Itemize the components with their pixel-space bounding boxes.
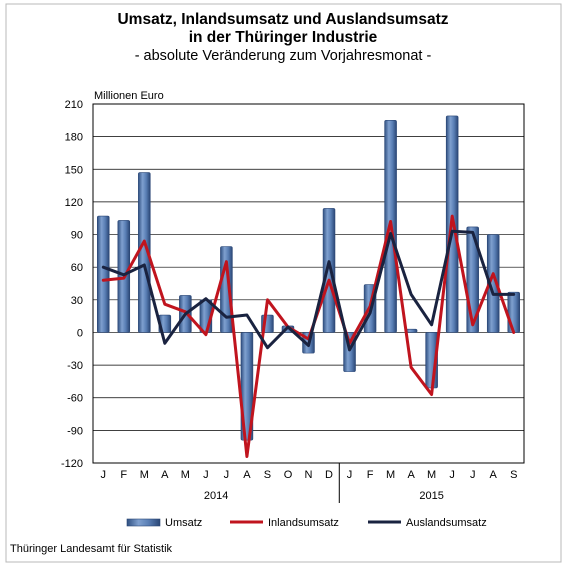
- year-label: 2015: [419, 490, 443, 502]
- y-tick-label: -90: [67, 425, 83, 437]
- line-series: [101, 214, 516, 458]
- x-tick-label: N: [305, 469, 313, 481]
- x-tick-label: F: [367, 469, 374, 481]
- legend-label-auslandsumsatz: Auslandsumsatz: [406, 517, 487, 529]
- year-label: 2014: [204, 490, 228, 502]
- legend-swatch-umsatz: [126, 518, 161, 527]
- legend: Umsatz Inlandsumsatz Auslandsumsatz: [126, 517, 487, 529]
- x-tick-label: J: [224, 469, 230, 481]
- x-tick-label: M: [181, 469, 190, 481]
- x-tick-label: F: [120, 469, 127, 481]
- bar-series-umsatz: [97, 115, 520, 441]
- y-tick-label: 120: [65, 197, 83, 209]
- y-tick-labels: 210 180 150 120 90 60 30 0 -30 -60 -90 -120: [61, 99, 83, 470]
- x-tick-label: J: [449, 469, 455, 481]
- y-tick-label: -30: [67, 360, 83, 372]
- x-tick-label: J: [470, 469, 476, 481]
- source-label: Thüringer Landesamt für Statistik: [10, 543, 173, 555]
- x-tick-label: J: [347, 469, 353, 481]
- x-tick-label: M: [140, 469, 149, 481]
- chart-title-line2: in der Thüringer Industrie: [189, 29, 378, 46]
- y-tick-label: 0: [77, 327, 83, 339]
- line-auslandsumsatz: [101, 229, 516, 352]
- y-tick-label: 30: [71, 295, 83, 307]
- x-tick-label: J: [203, 469, 209, 481]
- x-tick-label: O: [284, 469, 293, 481]
- bar-umsatz: [486, 234, 500, 333]
- bar-umsatz: [97, 215, 110, 333]
- line-inlandsumsatz: [101, 214, 516, 458]
- bar-umsatz: [322, 208, 336, 333]
- x-tick-label: A: [407, 469, 415, 481]
- x-tick-label: S: [510, 469, 517, 481]
- x-tick-label: S: [264, 469, 271, 481]
- x-tick-label: D: [325, 469, 333, 481]
- bar-umsatz: [507, 291, 520, 333]
- y-tick-label: 180: [65, 132, 83, 144]
- plot-frame: [92, 103, 525, 464]
- y-tick-label: 90: [71, 230, 83, 242]
- x-tick-label: A: [161, 469, 169, 481]
- y-tick-label: 150: [65, 164, 83, 176]
- y-tick-label: 60: [71, 262, 83, 274]
- x-tick-label: A: [490, 469, 498, 481]
- legend-label-umsatz: Umsatz: [165, 517, 202, 529]
- x-tick-label: M: [427, 469, 436, 481]
- y-tick-label: -60: [67, 393, 83, 405]
- outer-frame: [5, 3, 562, 563]
- chart-title: Umsatz, Inlandsumsatz und Auslandsumsatz: [117, 11, 448, 28]
- y-tick-label: 210: [65, 99, 83, 111]
- y-tick-label: -120: [61, 458, 83, 470]
- x-tick-label: J: [101, 469, 107, 481]
- y-axis-label: Millionen Euro: [94, 90, 164, 102]
- x-tick-label: M: [386, 469, 395, 481]
- chart-subtitle: - absolute Veränderung zum Vorjahresmona…: [135, 48, 432, 64]
- legend-label-inlandsumsatz: Inlandsumsatz: [268, 517, 339, 529]
- x-tick-label: A: [243, 469, 251, 481]
